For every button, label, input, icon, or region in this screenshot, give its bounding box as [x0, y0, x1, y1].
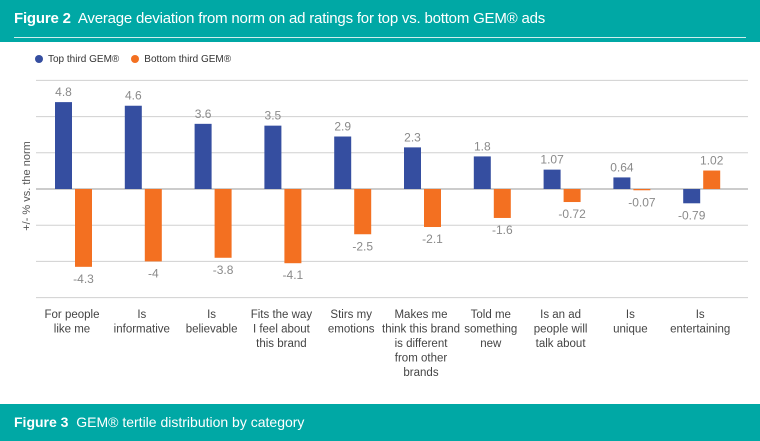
bar-top-third [334, 136, 352, 189]
category-label: Is [696, 309, 705, 321]
figure-title: Average deviation from norm on ad rating… [77, 10, 546, 27]
legend-bottom-dot [131, 55, 140, 64]
data-label: -4.1 [283, 268, 304, 282]
bar-bottom-third [563, 189, 581, 203]
bar-bottom-third [144, 189, 162, 262]
footer-figure-label: Figure 3 [14, 414, 69, 430]
bar-bottom-third [703, 170, 721, 189]
bar-bottom-third [354, 189, 372, 235]
category-label: believable [186, 324, 238, 336]
legend-top-dot [35, 55, 43, 64]
data-label: 3.6 [195, 107, 212, 121]
data-label: -0.79 [678, 208, 706, 222]
legend-top-label: Top third GEM® [48, 54, 120, 65]
category-label: this brand [256, 338, 307, 350]
bar-bottom-third [493, 189, 511, 218]
category-label: like me [54, 324, 90, 336]
legend-bottom: Bottom third GEM® [131, 54, 231, 65]
figure-label: Figure 2 [14, 10, 71, 27]
bar-top-third [613, 177, 631, 189]
bar-bottom-third [75, 189, 92, 267]
data-label: -4.3 [73, 272, 94, 286]
data-label: 2.3 [404, 130, 421, 144]
category-label: Is an ad [540, 309, 581, 321]
bar-top-third [264, 125, 282, 189]
bar-bottom-third [284, 189, 302, 264]
category-label: is different [395, 338, 449, 350]
category-label: Is [207, 309, 216, 321]
data-label: 1.07 [540, 153, 564, 167]
data-label: -1.6 [492, 223, 513, 237]
category-label: talk about [536, 338, 587, 350]
data-label: 0.64 [610, 160, 634, 174]
bar-bottom-third [633, 189, 651, 191]
category-label: emotions [328, 324, 375, 336]
data-label: -0.07 [628, 195, 656, 209]
category-label: informative [114, 324, 170, 336]
legend-bottom-label: Bottom third GEM® [144, 54, 232, 65]
footer-title: GEM® tertile distribution by category [76, 414, 305, 430]
data-label: 4.6 [125, 89, 142, 103]
bar-top-third [194, 123, 212, 189]
legend-top: Top third GEM® [35, 54, 119, 65]
category-label: brands [403, 367, 438, 379]
data-label: -3.8 [213, 263, 234, 277]
bar-top-third [124, 105, 142, 189]
bar-bottom-third [424, 189, 441, 228]
data-label: -2.5 [352, 239, 373, 253]
data-label: -4 [148, 266, 159, 280]
data-label: 3.5 [265, 109, 282, 123]
data-label: -0.72 [558, 207, 586, 221]
category-label: new [480, 338, 502, 350]
category-label: Stirs my [330, 309, 372, 321]
category-label: Is [137, 309, 146, 321]
data-label: 1.8 [474, 139, 491, 153]
figure-header: Figure 2 Average deviation from norm on … [0, 0, 760, 42]
category-label: I feel about [253, 324, 311, 336]
bar-top-third [543, 169, 561, 189]
bar-chart: 4.8 -4.3 For people like me 4.6 -4 Is informati… [36, 79, 748, 379]
data-label: 2.9 [334, 120, 351, 134]
bar-top-third [473, 156, 491, 189]
figure-footer: Figure 3 GEM® tertile distribution by ca… [0, 404, 760, 441]
category-label: unique [613, 324, 648, 336]
category-label: something [464, 324, 517, 336]
bar-top-third [404, 147, 421, 189]
category-label: Fits the way [251, 309, 313, 321]
bar-bottom-third [214, 189, 232, 258]
category-label: For people [45, 309, 100, 321]
header-rule [14, 37, 746, 38]
data-label: -2.1 [422, 232, 443, 246]
data-label: 1.02 [700, 154, 724, 168]
category-label: from other [395, 353, 448, 365]
bar-top-third [683, 189, 701, 204]
category-label: Makes me [394, 309, 447, 321]
category-label: Told me [471, 309, 511, 321]
category-label: think this brand [382, 324, 460, 336]
bar-top-third [55, 102, 72, 189]
category-label: people will [534, 324, 588, 336]
legend: Top third GEM® Bottom third GEM® [35, 54, 231, 65]
category-label: Is [626, 309, 635, 321]
category-label: entertaining [670, 324, 730, 336]
data-label: 4.8 [55, 85, 72, 99]
